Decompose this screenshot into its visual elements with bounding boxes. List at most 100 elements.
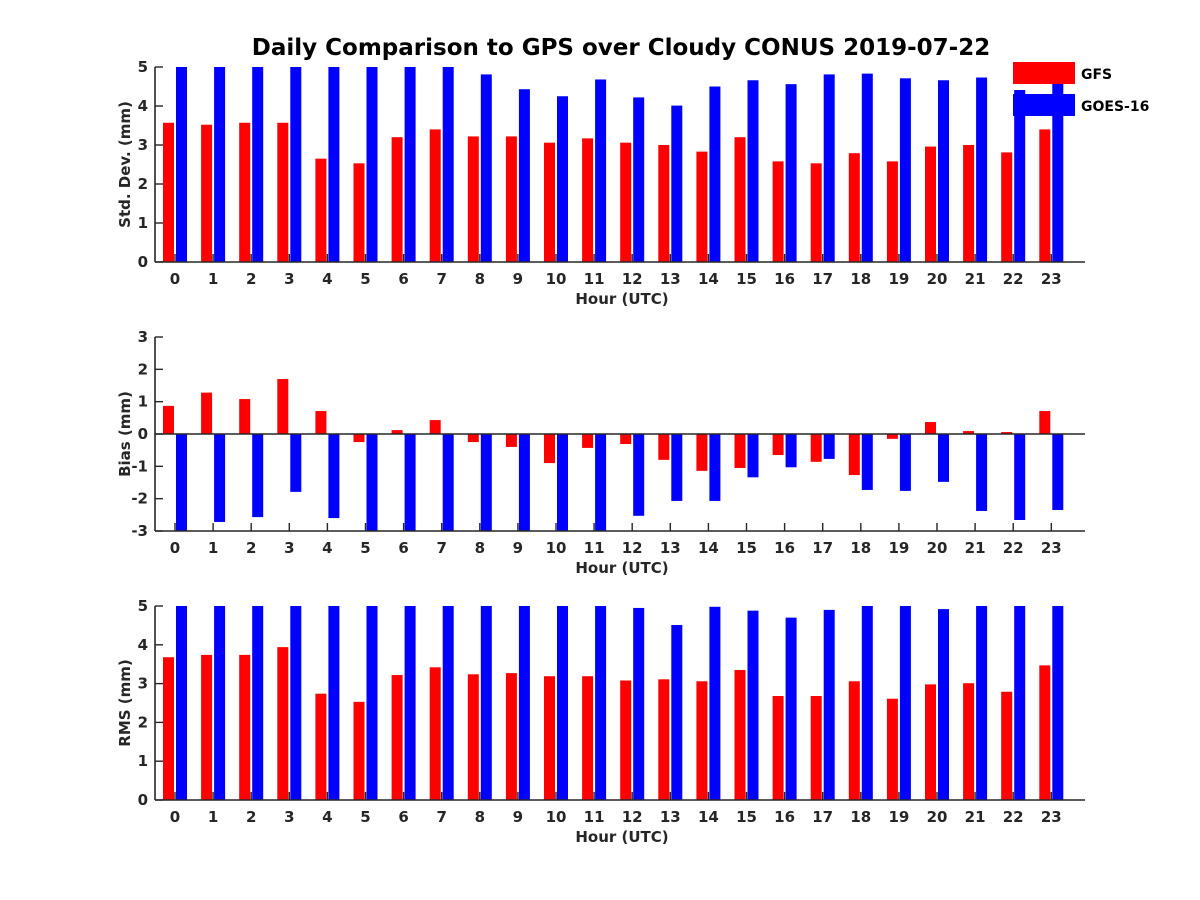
bar-stddev-goes16-2 <box>252 67 264 262</box>
bar-bias-goes16-12 <box>633 434 645 516</box>
bar-rms-gfs-8 <box>467 674 479 800</box>
x-tick-label-rms: 2 <box>246 808 256 826</box>
bar-rms-gfs-23 <box>1039 665 1051 800</box>
x-tick-label-stddev: 9 <box>513 270 523 288</box>
bar-rms-goes16-15 <box>747 610 759 800</box>
x-tick-label-stddev: 16 <box>774 270 795 288</box>
bar-stddev-gfs-17 <box>810 163 822 262</box>
y-tick-label-bias: -1 <box>131 457 148 475</box>
bar-stddev-goes16-13 <box>671 105 683 262</box>
x-tick-label-bias: 2 <box>246 539 256 557</box>
bar-bias-gfs-14 <box>696 434 708 471</box>
bar-stddev-goes16-7 <box>442 67 454 262</box>
x-tick-label-bias: 6 <box>398 539 408 557</box>
bar-stddev-goes16-18 <box>861 73 873 262</box>
x-tick-label-rms: 21 <box>965 808 986 826</box>
bar-stddev-gfs-0 <box>163 122 174 263</box>
x-tick-label-bias: 8 <box>475 539 485 557</box>
bar-rms-goes16-12 <box>633 607 645 800</box>
x-axis-label-bias: Hour (UTC) <box>575 559 668 577</box>
x-tick-label-rms: 17 <box>812 808 833 826</box>
bar-rms-gfs-4 <box>315 693 327 800</box>
bar-rms-gfs-15 <box>734 670 746 800</box>
bar-bias-gfs-9 <box>505 434 517 447</box>
bar-bias-gfs-3 <box>277 379 289 434</box>
chart-legend: GFS GOES-16 <box>1013 62 1149 116</box>
bar-bias-gfs-16 <box>772 434 784 456</box>
bar-rms-goes16-16 <box>785 617 797 800</box>
x-tick-label-rms: 22 <box>1003 808 1024 826</box>
y-axis-label-stddev: Std. Dev. (mm) <box>116 101 134 228</box>
bar-rms-gfs-22 <box>1001 691 1013 800</box>
y-tick-label-stddev: 3 <box>138 136 148 154</box>
legend-label-gfs: GFS <box>1081 67 1112 83</box>
x-tick-label-rms: 8 <box>475 808 485 826</box>
x-tick-label-stddev: 0 <box>170 270 180 288</box>
bar-rms-goes16-20 <box>938 609 949 800</box>
bar-rms-goes16-13 <box>671 625 683 800</box>
bar-rms-goes16-18 <box>861 606 873 800</box>
bar-bias-goes16-14 <box>709 434 721 501</box>
x-tick-label-rms: 12 <box>622 808 643 826</box>
y-tick-label-bias: 3 <box>138 328 148 346</box>
bar-rms-gfs-0 <box>163 657 174 800</box>
bar-rms-goes16-9 <box>518 606 530 800</box>
bar-stddev-goes16-15 <box>747 80 759 262</box>
bar-stddev-goes16-9 <box>518 89 530 262</box>
bar-bias-gfs-12 <box>620 434 632 445</box>
bar-stddev-goes16-23 <box>1052 67 1064 262</box>
bar-rms-gfs-1 <box>201 654 213 800</box>
bar-stddev-gfs-9 <box>505 136 517 262</box>
bar-rms-gfs-5 <box>353 701 365 800</box>
bar-rms-gfs-3 <box>277 647 289 800</box>
bar-bias-gfs-18 <box>848 434 860 476</box>
bar-stddev-goes16-1 <box>214 67 226 262</box>
bar-bias-goes16-1 <box>214 434 226 522</box>
x-tick-label-bias: 15 <box>736 539 757 557</box>
bar-bias-goes16-13 <box>671 434 683 501</box>
x-tick-label-stddev: 17 <box>812 270 833 288</box>
bar-bias-goes16-9 <box>518 434 530 531</box>
bar-stddev-goes16-10 <box>557 96 568 262</box>
bar-stddev-goes16-16 <box>785 84 797 262</box>
x-tick-label-bias: 5 <box>360 539 370 557</box>
x-tick-label-stddev: 2 <box>246 270 256 288</box>
y-tick-label-bias: 0 <box>138 425 148 443</box>
bar-bias-goes16-2 <box>252 434 264 518</box>
bar-bias-gfs-8 <box>467 434 479 443</box>
bar-bias-goes16-17 <box>823 434 835 459</box>
x-tick-label-bias: 3 <box>284 539 294 557</box>
x-tick-label-stddev: 12 <box>622 270 643 288</box>
x-tick-label-bias: 16 <box>774 539 795 557</box>
y-tick-label-rms: 1 <box>138 752 148 770</box>
y-tick-label-bias: 2 <box>138 360 148 378</box>
x-tick-label-stddev: 20 <box>927 270 948 288</box>
x-tick-label-rms: 19 <box>888 808 909 826</box>
y-tick-label-stddev: 1 <box>138 214 148 232</box>
bar-rms-gfs-21 <box>963 683 975 800</box>
bar-bias-goes16-21 <box>976 434 988 511</box>
bar-bias-gfs-11 <box>582 434 594 448</box>
bar-stddev-gfs-11 <box>582 138 594 262</box>
bar-bias-goes16-16 <box>785 434 797 468</box>
x-tick-label-stddev: 19 <box>888 270 909 288</box>
x-tick-label-stddev: 6 <box>398 270 408 288</box>
bar-stddev-goes16-17 <box>823 74 835 262</box>
y-tick-label-rms: 4 <box>138 636 148 654</box>
bar-stddev-goes16-0 <box>176 67 187 262</box>
y-tick-label-stddev: 0 <box>138 253 148 271</box>
bar-rms-goes16-8 <box>480 606 492 800</box>
x-tick-label-stddev: 15 <box>736 270 757 288</box>
bar-stddev-gfs-18 <box>848 153 860 262</box>
x-tick-label-rms: 23 <box>1041 808 1062 826</box>
bar-bias-gfs-0 <box>163 405 174 434</box>
x-tick-label-bias: 18 <box>850 539 871 557</box>
x-tick-label-bias: 0 <box>170 539 180 557</box>
x-axis-label-rms: Hour (UTC) <box>575 828 668 846</box>
bar-bias-gfs-23 <box>1039 411 1051 434</box>
bar-stddev-gfs-6 <box>391 137 403 262</box>
bar-rms-gfs-12 <box>620 680 632 800</box>
chart-title: Daily Comparison to GPS over Cloudy CONU… <box>252 35 990 61</box>
